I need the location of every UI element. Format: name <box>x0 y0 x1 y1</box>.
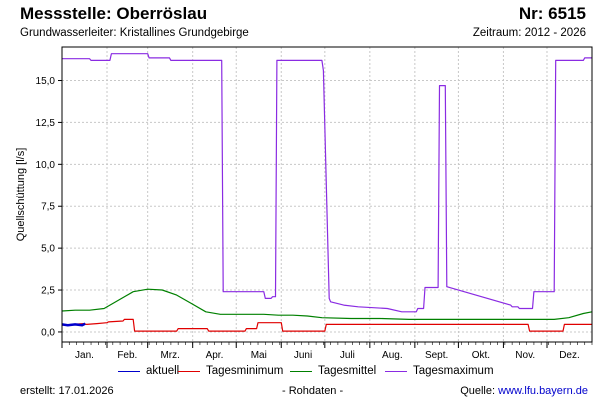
y-tick-label: 0,0 <box>41 327 55 338</box>
legend-item-aktuell: aktuell <box>118 365 179 377</box>
created-label: erstellt: <box>20 385 56 397</box>
legend-swatch-min <box>178 370 200 372</box>
y-tick-label: 12,5 <box>36 118 56 129</box>
x-tick-label: Sept. <box>425 350 448 361</box>
x-tick-label: Okt. <box>472 350 490 361</box>
x-tick-label: Apr. <box>206 350 224 361</box>
aquifer-label: Grundwasserleiter: Kristallines Grundgeb… <box>20 27 249 39</box>
created-date: 17.01.2026 <box>58 385 114 397</box>
legend-swatch-mittel <box>290 370 312 372</box>
chart-legend: aktuell Tagesminimum Tagesmittel Tagesma… <box>0 365 600 383</box>
x-tick-label: Mai <box>251 350 267 361</box>
legend-item-mittel: Tagesmittel <box>290 365 376 377</box>
x-tick-label: Nov. <box>515 350 535 361</box>
y-tick-label: 15,0 <box>36 76 56 87</box>
y-tick-label: 5,0 <box>41 244 55 255</box>
source-label: Quelle: <box>460 385 496 397</box>
legend-label-aktuell: aktuell <box>146 365 180 377</box>
series-line-aktuell <box>61 322 86 327</box>
y-tick-label: 2,5 <box>41 286 55 297</box>
x-tick-label: Juli <box>340 350 355 361</box>
x-tick-label: Aug. <box>382 350 403 361</box>
x-tick-label: Feb. <box>117 350 137 361</box>
raw-data-note: - Rohdaten - <box>282 385 344 397</box>
y-tick-label: 7,5 <box>41 202 55 213</box>
legend-label-min: Tagesminimum <box>206 365 284 377</box>
legend-swatch-max <box>385 370 407 372</box>
chart-series <box>61 53 593 332</box>
legend-swatch-aktuell <box>118 370 140 372</box>
x-tick-label: Dez. <box>559 350 580 361</box>
created-info: erstellt: 17.01.2026 <box>20 385 114 397</box>
y-tick-label: 10,0 <box>36 160 56 171</box>
series-line-max <box>62 53 592 313</box>
legend-label-max: Tagesmaximum <box>413 365 494 377</box>
source-info: Quelle: www.lfu.bayern.de <box>460 385 588 397</box>
y-axis-label: Quellschüttung [l/s] <box>15 148 27 242</box>
source-link[interactable]: www.lfu.bayern.de <box>498 385 588 397</box>
legend-label-mittel: Tagesmittel <box>318 365 377 377</box>
plot-frame <box>61 46 593 343</box>
chart-axes: 0,0 2,5 5,0 7,5 10,0 12,5 15,0 Jan. Feb. Mrz. Apr.… <box>15 46 593 361</box>
x-tick-label: Jan. <box>75 350 94 361</box>
x-tick-label: Mrz. <box>160 350 179 361</box>
legend-item-max: Tagesmaximum <box>385 365 494 377</box>
series-line-mittel <box>61 288 593 320</box>
x-tick-label: Juni <box>294 350 312 361</box>
station-number: Nr: 6515 <box>518 4 586 23</box>
legend-item-min: Tagesminimum <box>178 365 283 377</box>
period-label: Zeitraum: 2012 - 2026 <box>472 27 586 39</box>
series-line-min <box>61 318 592 332</box>
station-title: Messstelle: Oberröslau <box>20 4 208 23</box>
